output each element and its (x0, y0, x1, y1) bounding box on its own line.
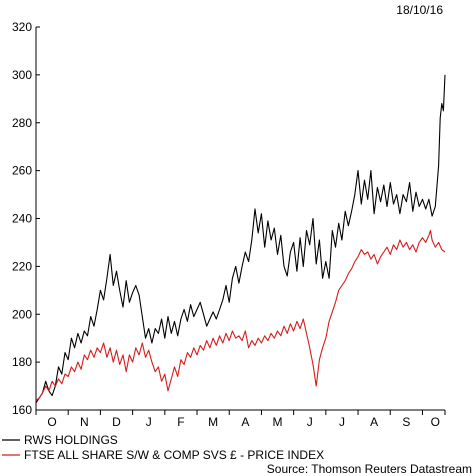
x-tick-label: D (112, 415, 121, 429)
y-tick-label: 220 (12, 259, 32, 273)
x-tick-label: A (241, 415, 249, 429)
legend-label-ftse: FTSE ALL SHARE S/W & COMP SVS £ - PRICE … (24, 448, 324, 462)
chart-source: Source: Thomson Reuters Datastream (267, 462, 472, 476)
y-tick-label: 280 (12, 116, 32, 130)
x-tick-label: S (402, 415, 410, 429)
y-tick-label: 300 (12, 68, 32, 82)
x-tick-label: O (431, 415, 440, 429)
chart-date: 18/10/16 (396, 3, 443, 17)
series-line-ftse (35, 229, 446, 401)
x-tick-label: M (273, 415, 283, 429)
y-tick-label: 200 (12, 307, 32, 321)
x-tick-label: A (370, 415, 378, 429)
legend-label-rws: RWS HOLDINGS (24, 433, 118, 447)
x-tick-label: M (208, 415, 218, 429)
x-tick-label: O (47, 415, 56, 429)
series-line-rws (35, 74, 446, 404)
y-tick-label: 320 (12, 20, 32, 34)
y-tick-label: 160 (12, 403, 32, 417)
x-tick-label: J (307, 415, 313, 429)
y-tick-label: 260 (12, 164, 32, 178)
legend: RWS HOLDINGS FTSE ALL SHARE S/W & COMP S… (2, 433, 324, 462)
x-tick-label: F (177, 415, 184, 429)
y-axis: 160 180 200 220 240 260 280 300 320 (12, 20, 40, 417)
x-tick-label: J (339, 415, 345, 429)
x-tick-label: N (80, 415, 89, 429)
series-lines (35, 74, 446, 404)
y-tick-label: 240 (12, 212, 32, 226)
y-tick-label: 180 (12, 355, 32, 369)
x-tick-label: J (146, 415, 152, 429)
